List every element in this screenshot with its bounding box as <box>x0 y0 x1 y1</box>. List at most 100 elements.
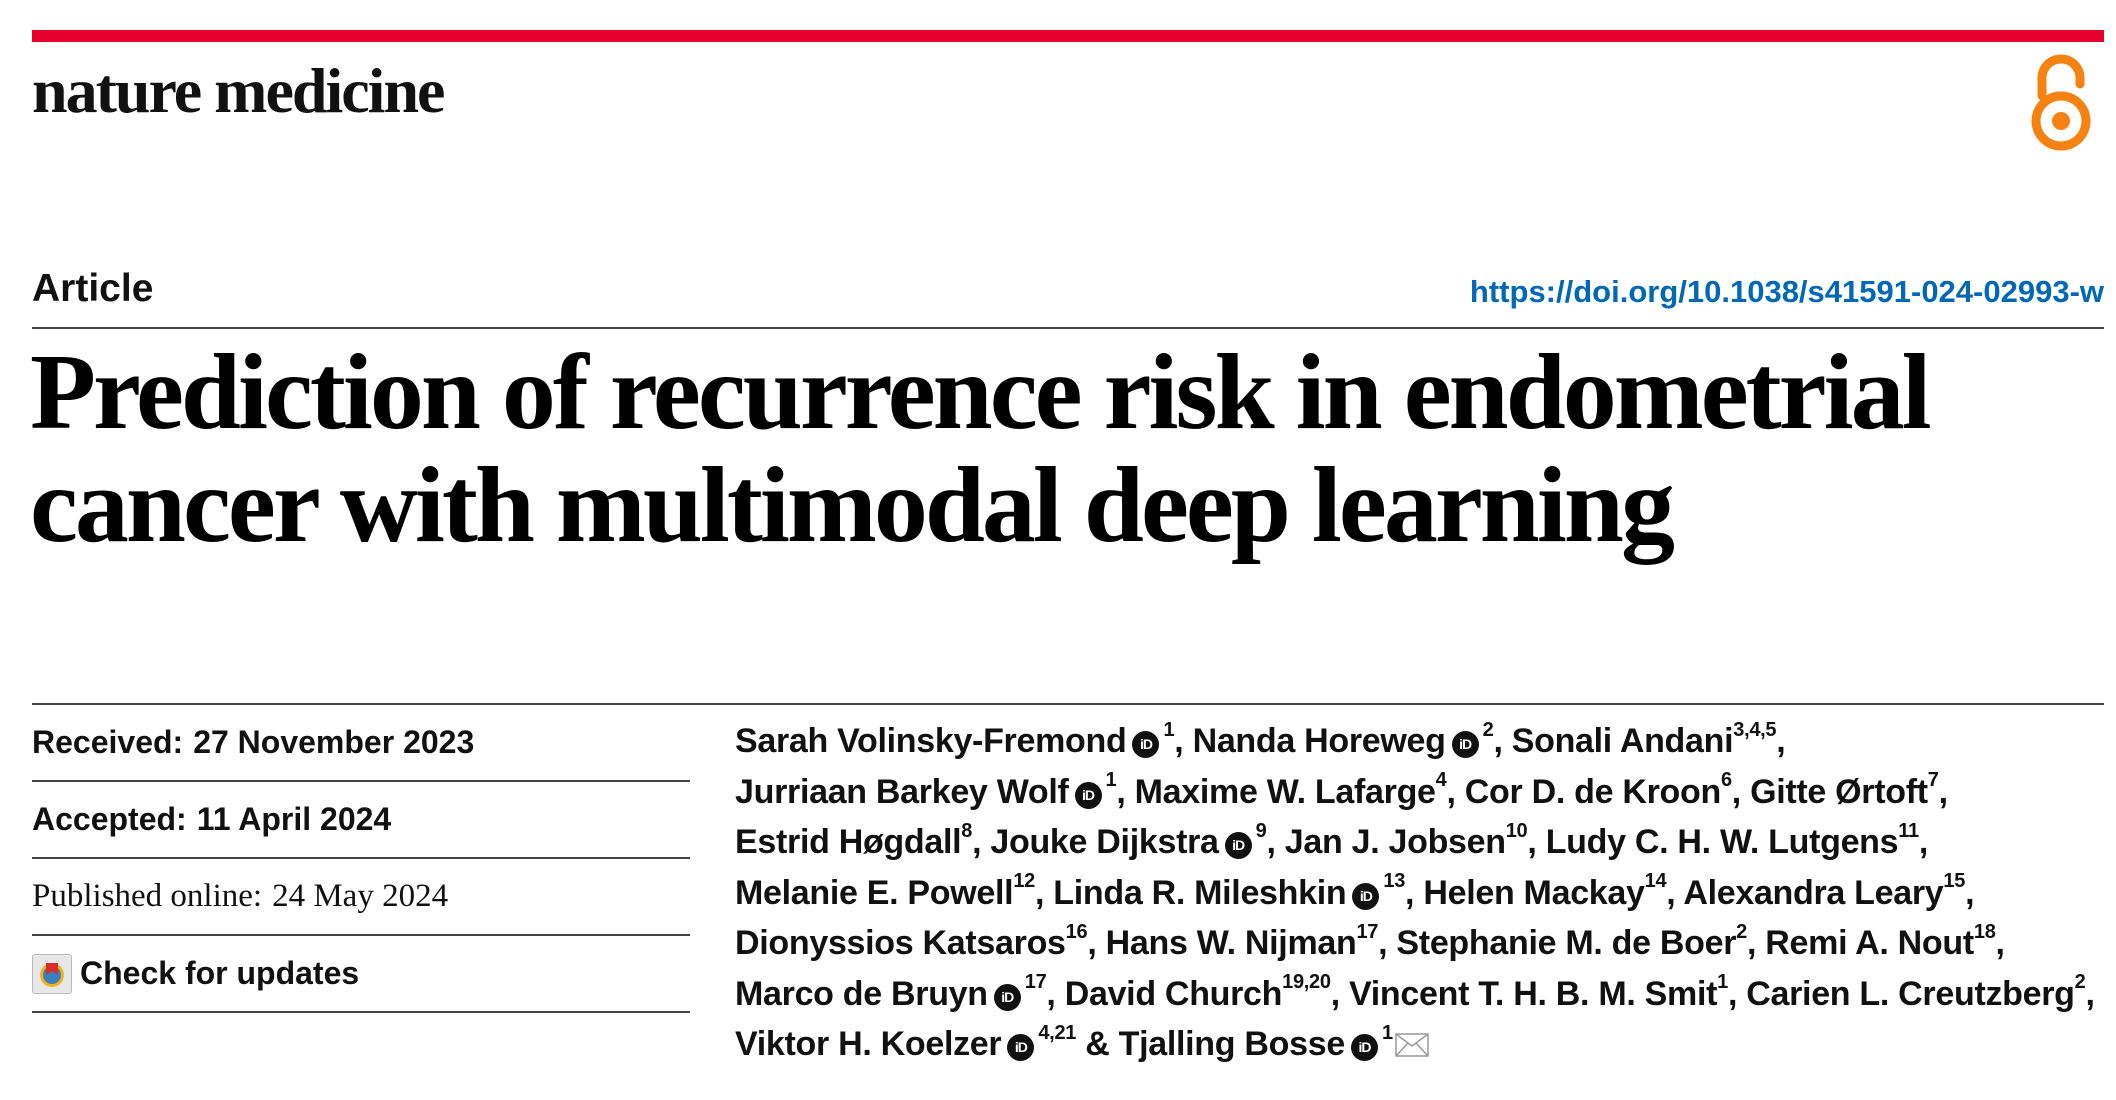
affiliation-number[interactable]: 1 <box>1163 718 1175 741</box>
affiliation-number[interactable]: 9 <box>1255 819 1267 842</box>
author-name[interactable]: Stephanie M. de Boer <box>1396 924 1737 962</box>
author-name[interactable]: Sonali Andani <box>1511 722 1734 760</box>
author-separator: , <box>1378 924 1397 962</box>
author[interactable]: Vincent T. H. B. M. Smit1 <box>1349 972 1728 1013</box>
meta-divider <box>32 703 2104 705</box>
orcid-icon[interactable]: iD <box>1451 731 1479 758</box>
author[interactable]: Jurriaan Barkey Wolf iD1 <box>735 770 1117 811</box>
affiliation-number[interactable]: 14 <box>1644 870 1667 893</box>
orcid-icon[interactable]: iD <box>1352 882 1380 910</box>
journal-accent-rule <box>32 30 2104 42</box>
author[interactable]: Gitte Ørtoft7 <box>1750 770 1939 811</box>
orcid-icon[interactable]: iD <box>1074 781 1102 809</box>
affiliation-number[interactable]: 10 <box>1505 819 1528 842</box>
affiliation-number[interactable]: 4,21 <box>1038 1021 1077 1044</box>
author[interactable]: Maxime W. Lafarge4 <box>1134 770 1447 811</box>
affiliation-number[interactable]: 3,4,5 <box>1733 718 1777 741</box>
author-name[interactable]: Jouke Dijkstra <box>990 823 1219 861</box>
orcid-icon[interactable]: iD <box>1224 832 1252 859</box>
author-name[interactable]: Remi A. Nout <box>1765 924 1974 962</box>
crossmark-icon <box>32 953 72 994</box>
author-name[interactable]: Maxime W. Lafarge <box>1134 772 1436 811</box>
publication-history: Received: 27 November 2023 Accepted: 11 … <box>32 705 690 1013</box>
affiliation-number[interactable]: 11 <box>1898 819 1919 842</box>
author-name[interactable]: Nanda Horeweg <box>1192 722 1446 760</box>
affiliation-number[interactable]: 15 <box>1943 870 1966 893</box>
affiliation-number[interactable]: 2 <box>2074 971 2086 994</box>
affiliation-number[interactable]: 19,20 <box>1282 971 1331 994</box>
open-access-icon <box>2031 54 2091 151</box>
author-name[interactable]: Estrid Høgdall <box>735 823 962 861</box>
author-name[interactable]: Melanie E. Powell <box>735 873 1014 912</box>
orcid-icon[interactable]: iD <box>1350 1034 1378 1061</box>
author[interactable]: David Church19,20 <box>1064 972 1331 1013</box>
author[interactable]: Remi A. Nout18 <box>1765 920 1996 962</box>
affiliation-number[interactable]: 16 <box>1065 920 1088 943</box>
author[interactable]: Jouke Dijkstra iD9 <box>990 819 1267 861</box>
affiliation-number[interactable]: 1 <box>1381 1021 1393 1044</box>
author-name[interactable]: Linda R. Mileshkin <box>1053 873 1347 912</box>
author-separator: , <box>2085 974 2095 1013</box>
author-name[interactable]: David Church <box>1064 974 1283 1013</box>
affiliation-number[interactable]: 1 <box>1717 971 1728 994</box>
author-name[interactable]: Dionyssios Katsaros <box>735 924 1066 962</box>
author[interactable]: Melanie E. Powell12 <box>735 871 1035 912</box>
author-name[interactable]: Jan J. Jobsen <box>1284 823 1506 861</box>
author[interactable]: Alexandra Leary15 <box>1683 871 1965 912</box>
author[interactable]: Estrid Høgdall8 <box>735 819 973 861</box>
orcid-icon[interactable]: iD <box>1007 1034 1035 1061</box>
journal-name[interactable]: nature medicine <box>32 55 445 126</box>
doi-link[interactable]: https://doi.org/10.1038/s41591-024-02993… <box>1469 274 2104 309</box>
affiliation-number[interactable]: 13 <box>1383 870 1406 893</box>
check-updates-row: Check for updates <box>32 936 690 1013</box>
author-separator: , <box>1727 974 1747 1013</box>
author-name[interactable]: Viktor H. Koelzer <box>735 1025 1002 1063</box>
author-name[interactable]: Hans W. Nijman <box>1105 924 1357 962</box>
author-name[interactable]: Ludy C. H. W. Lutgens <box>1545 823 1899 861</box>
affiliation-number[interactable]: 17 <box>1356 920 1379 943</box>
author[interactable]: Jan J. Jobsen10 <box>1284 819 1528 861</box>
author[interactable]: Linda R. Mileshkin iD13 <box>1053 871 1405 912</box>
author-name[interactable]: Alexandra Leary <box>1683 873 1944 912</box>
author[interactable]: Nanda Horeweg iD2 <box>1192 718 1494 760</box>
author[interactable]: Tjalling Bosse iD1 <box>1118 1021 1429 1063</box>
author-separator: , <box>1266 823 1285 861</box>
author-separator: , <box>1446 772 1465 811</box>
affiliation-number[interactable]: 1 <box>1105 769 1117 792</box>
affiliation-number[interactable]: 4 <box>1435 769 1447 792</box>
affiliation-number[interactable]: 8 <box>961 819 973 842</box>
author[interactable]: Carien L. Creutzberg2 <box>1746 972 2086 1013</box>
author-name[interactable]: Vincent T. H. B. M. Smit <box>1349 974 1718 1013</box>
author-name[interactable]: Sarah Volinsky-Fremond <box>735 722 1127 760</box>
email-icon[interactable] <box>1395 1033 1429 1057</box>
affiliation-number[interactable]: 17 <box>1024 971 1047 994</box>
author-name[interactable]: Marco de Bruyn <box>735 974 988 1013</box>
orcid-icon[interactable]: iD <box>1132 731 1160 758</box>
published-date: 24 May 2024 <box>272 878 449 914</box>
author[interactable]: Helen Mackay14 <box>1423 871 1666 912</box>
author-name[interactable]: Cor D. de Kroon <box>1464 772 1721 811</box>
author-name[interactable]: Carien L. Creutzberg <box>1746 974 2075 1013</box>
affiliation-number[interactable]: 6 <box>1720 769 1732 792</box>
affiliation-number[interactable]: 2 <box>1736 920 1747 943</box>
author-name[interactable]: Tjalling Bosse <box>1118 1025 1346 1063</box>
affiliation-number[interactable]: 18 <box>1973 920 1996 943</box>
author[interactable]: Cor D. de Kroon6 <box>1464 770 1732 811</box>
orcid-icon[interactable]: iD <box>993 983 1021 1011</box>
author-separator: , <box>1995 924 2005 962</box>
affiliation-number[interactable]: 7 <box>1927 769 1939 792</box>
author[interactable]: Marco de Bruyn iD17 <box>735 972 1047 1013</box>
author[interactable]: Sarah Volinsky-Fremond iD1 <box>735 718 1175 760</box>
author[interactable]: Viktor H. Koelzer iD4,21 <box>735 1021 1077 1063</box>
check-for-updates-button[interactable]: Check for updates <box>32 953 359 994</box>
author[interactable]: Stephanie M. de Boer2 <box>1396 920 1747 962</box>
affiliation-number[interactable]: 12 <box>1013 870 1035 893</box>
author[interactable]: Sonali Andani3,4,5 <box>1511 718 1777 760</box>
author[interactable]: Ludy C. H. W. Lutgens11 <box>1545 819 1919 861</box>
author[interactable]: Dionyssios Katsaros16 <box>735 920 1088 962</box>
author-name[interactable]: Jurriaan Barkey Wolf <box>735 772 1069 811</box>
affiliation-number[interactable]: 2 <box>1482 718 1494 741</box>
author-name[interactable]: Gitte Ørtoft <box>1750 772 1928 811</box>
author[interactable]: Hans W. Nijman17 <box>1105 920 1379 962</box>
author-name[interactable]: Helen Mackay <box>1423 873 1645 912</box>
